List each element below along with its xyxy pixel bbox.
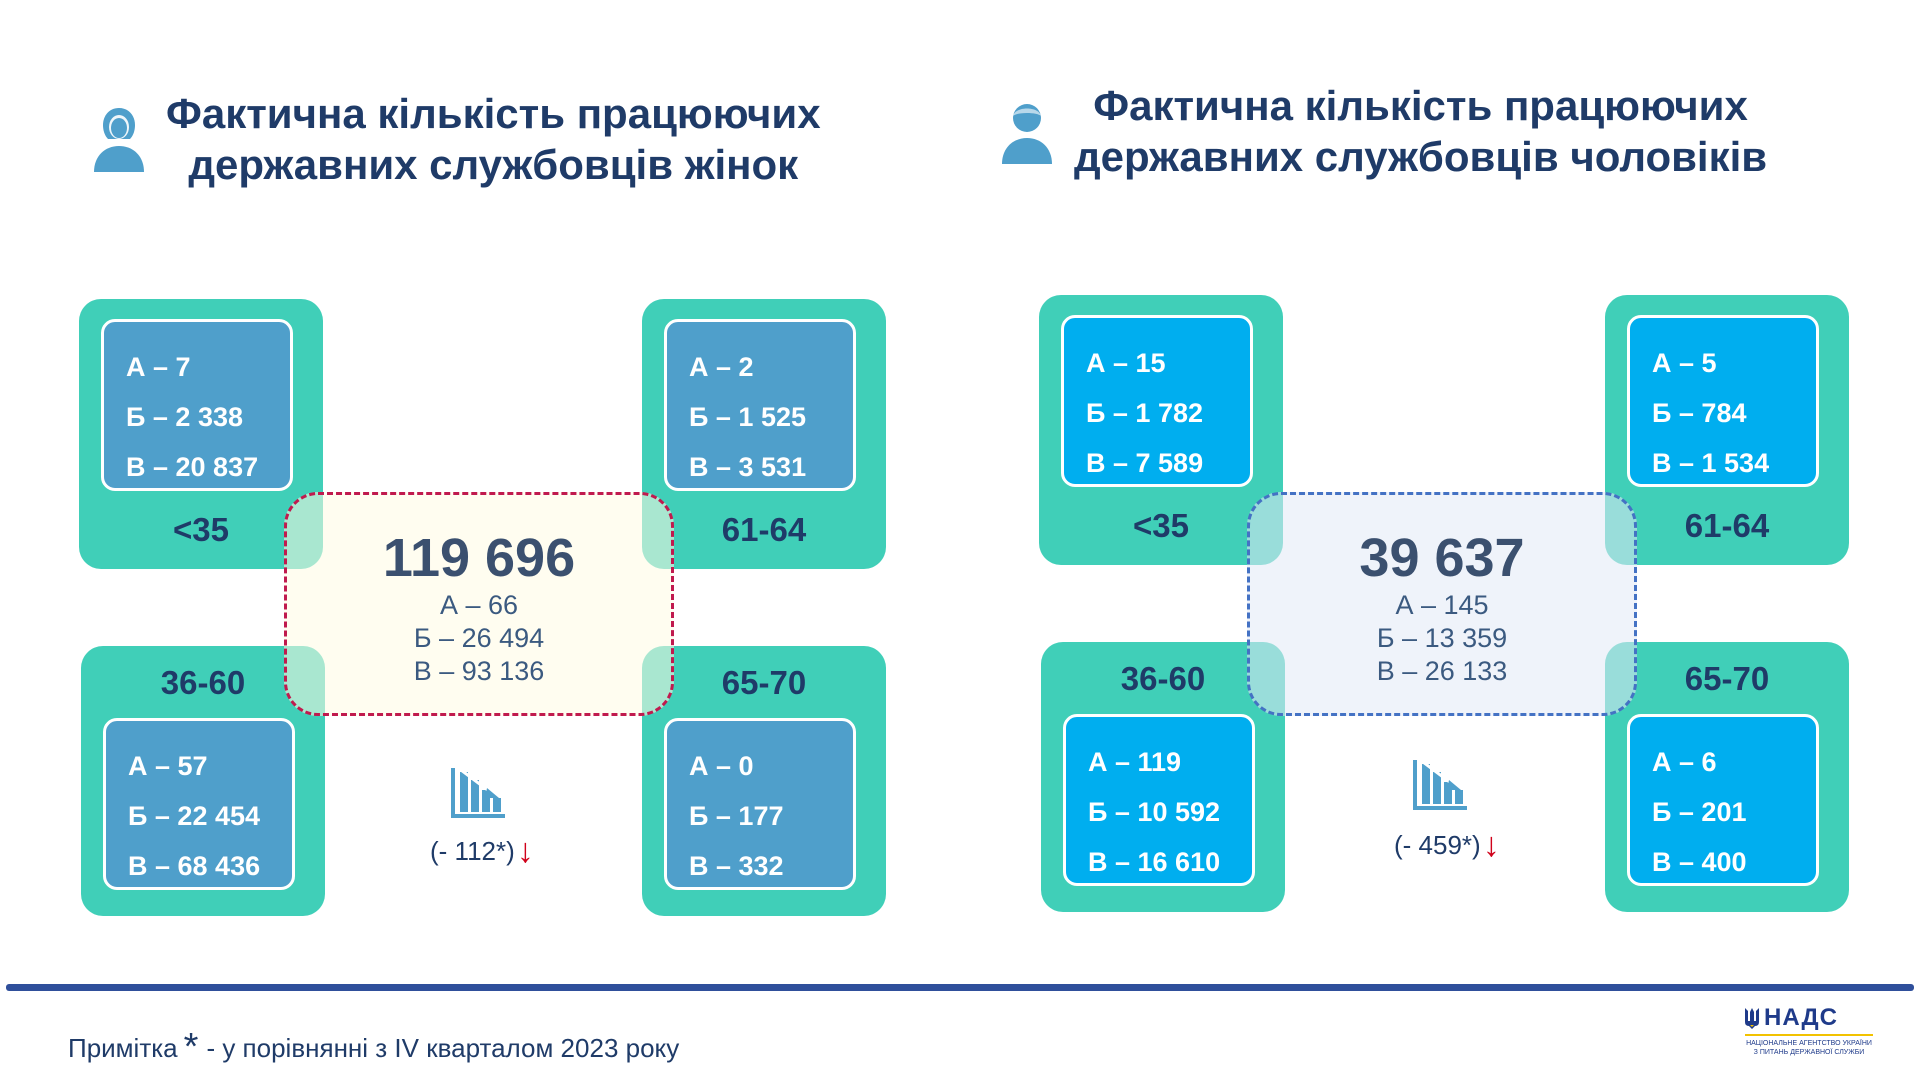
category-a-value: А – 15 [1086,348,1166,378]
women-age-card-61-64: А – 2 Б – 1 525 В – 3 531 61-64 [642,299,886,569]
category-a-value: А – 119 [1088,747,1182,777]
logo-underline [1745,1034,1873,1036]
women-category-box-65-70: А – 0 Б – 177 В – 332 [664,718,856,890]
category-a-value: А – 5 [1652,348,1717,378]
age-label: 65-70 [721,664,807,701]
category-a-value: А – 0 [689,751,754,781]
footer-divider [6,984,1914,991]
category-a-value: А – 57 [128,751,208,781]
footnote-text: - у порівнянні з IV кварталом 2023 року [206,1033,680,1063]
category-a-value: А – 2 [689,352,754,382]
men-panel: Фактична кількість працюючих державних с… [960,0,1920,960]
total-category-v: В – 93 136 [413,656,545,686]
women-total-box: 119 696 А – 66 Б – 26 494 В – 93 136 [284,492,674,716]
decrease-chart-icon [451,768,505,818]
category-v-value: В – 20 837 [126,452,259,482]
age-label: 61-64 [721,511,807,548]
logo-subtitle: НАЦІОНАЛЬНЕ АГЕНТСТВО УКРАЇНИ З ПИТАНЬ Д… [1746,1040,1872,1056]
total-category-b: Б – 13 359 [1376,623,1508,653]
women-age-card-65-70: 65-70 А – 0 Б – 177 В – 332 [642,646,886,916]
women-title-block: Фактична кількість працюючих державних с… [90,88,821,190]
men-change: (- 459*) ↓ [1394,826,1500,865]
category-b-value: Б – 201 [1652,797,1747,827]
men-category-box-61-64: А – 5 Б – 784 В – 1 534 [1627,315,1819,487]
men-change-value: (- 459*) [1394,830,1481,860]
women-change-value: (- 112*) [430,836,515,866]
total-category-a: А – 145 [1395,590,1489,620]
women-title: Фактична кількість працюючих державних с… [166,90,821,188]
total-category-a: А – 66 [439,590,519,620]
men-age-card-under35: А – 15 Б – 1 782 В – 7 589 <35 [1039,295,1283,565]
category-a-value: А – 6 [1652,747,1717,777]
men-title: Фактична кількість працюючих державних с… [1074,82,1768,180]
women-age-card-under35: А – 7 Б – 2 338 В – 20 837 <35 [79,299,323,569]
men-age-card-36-60: 36-60 А – 119 Б – 10 592 В – 16 610 [1041,642,1285,912]
women-total-value: 119 696 [382,528,576,588]
total-category-b: Б – 26 494 [413,623,545,653]
total-category-v: В – 26 133 [1376,656,1508,686]
category-v-value: В – 332 [689,851,784,881]
women-panel: Фактична кількість працюючих державних с… [0,0,960,960]
trident-icon [1745,1008,1759,1029]
men-category-box-36-60: А – 119 Б – 10 592 В – 16 610 [1063,714,1255,886]
category-v-value: В – 7 589 [1086,448,1204,478]
category-b-value: Б – 10 592 [1088,797,1221,827]
women-category-box-36-60: А – 57 Б – 22 454 В – 68 436 [103,718,295,890]
men-title-block: Фактична кількість працюючих державних с… [998,80,1767,182]
logo-name: НАДС [1764,1004,1838,1031]
age-label: 36-60 [1120,660,1206,697]
men-age-card-61-64: А – 5 Б – 784 В – 1 534 61-64 [1605,295,1849,565]
men-total-box: 39 637 А – 145 Б – 13 359 В – 26 133 [1247,492,1637,716]
footnote: Примітка * - у порівнянні з IV кварталом 2… [68,1026,679,1069]
male-person-icon [1002,104,1052,164]
category-a-value: А – 7 [126,352,191,382]
men-total-value: 39 637 [1359,528,1525,588]
category-b-value: Б – 784 [1652,398,1747,428]
age-label: 65-70 [1684,660,1770,697]
category-b-value: Б – 177 [689,801,784,831]
category-b-value: Б – 1 525 [689,402,806,432]
men-category-box-65-70: А – 6 Б – 201 В – 400 [1627,714,1819,886]
category-b-value: Б – 1 782 [1086,398,1203,428]
footnote-prefix: Примітка [68,1033,178,1063]
age-label: <35 [1133,507,1189,544]
female-person-icon [94,108,144,172]
category-b-value: Б – 2 338 [126,402,243,432]
decrease-chart-icon [1413,760,1467,810]
category-v-value: В – 16 610 [1088,847,1221,877]
footnote-star: * [183,1026,199,1068]
category-v-value: В – 68 436 [128,851,261,881]
down-arrow-icon: ↓ [1482,826,1500,864]
age-label: <35 [173,511,229,548]
men-category-box-under35: А – 15 Б – 1 782 В – 7 589 [1061,315,1253,487]
women-category-box-under35: А – 7 Б – 2 338 В – 20 837 [101,319,293,491]
women-change: (- 112*) ↓ [430,832,534,871]
category-b-value: Б – 22 454 [128,801,261,831]
age-label: 36-60 [160,664,246,701]
age-label: 61-64 [1684,507,1770,544]
category-v-value: В – 400 [1652,847,1747,877]
men-age-card-65-70: 65-70 А – 6 Б – 201 В – 400 [1605,642,1849,912]
nads-logo: НАДС НАЦІОНАЛЬНЕ АГЕНТСТВО УКРАЇНИ З ПИТ… [1744,1004,1874,1062]
category-v-value: В – 3 531 [689,452,807,482]
down-arrow-icon: ↓ [516,832,534,870]
women-category-box-61-64: А – 2 Б – 1 525 В – 3 531 [664,319,856,491]
category-v-value: В – 1 534 [1652,448,1770,478]
